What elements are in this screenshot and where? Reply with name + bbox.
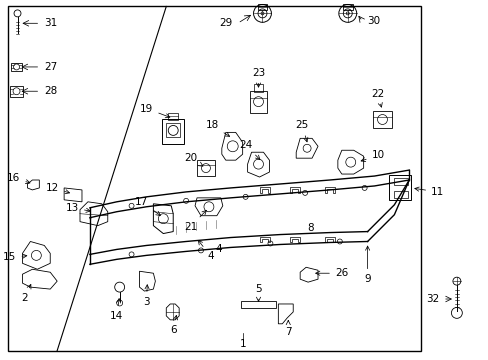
Bar (10, 86, 23, 97)
Bar (257, 4, 267, 10)
Text: 8: 8 (306, 222, 313, 233)
Text: 24: 24 (239, 140, 260, 159)
Bar (249, 91, 267, 113)
Text: 2: 2 (21, 284, 31, 303)
Text: 12: 12 (46, 183, 69, 194)
Bar (8, 6, 420, 351)
Text: 14: 14 (110, 299, 123, 321)
Text: 25: 25 (295, 120, 308, 142)
Text: 13: 13 (65, 203, 90, 213)
Text: 5: 5 (255, 284, 261, 301)
Text: 11: 11 (414, 187, 444, 197)
Bar (253, 84, 263, 92)
Text: 1: 1 (239, 339, 245, 348)
Text: 16: 16 (7, 173, 30, 184)
Bar (11, 63, 22, 71)
Bar (166, 123, 180, 138)
Text: 22: 22 (370, 89, 384, 107)
Bar (372, 111, 391, 129)
Text: 4: 4 (198, 240, 214, 261)
Text: 3: 3 (143, 285, 149, 307)
Text: 32: 32 (425, 294, 438, 304)
Text: 15: 15 (3, 252, 27, 262)
Text: 27: 27 (44, 62, 58, 72)
Text: 26: 26 (315, 268, 347, 278)
Text: 17: 17 (135, 197, 160, 216)
Bar (197, 160, 214, 176)
Text: 23: 23 (251, 68, 264, 87)
Text: 18: 18 (205, 121, 229, 136)
Bar (162, 118, 184, 144)
Text: 6: 6 (169, 315, 177, 335)
Text: 30: 30 (367, 16, 380, 26)
Bar (240, 301, 276, 308)
Text: 28: 28 (44, 86, 58, 96)
Text: 7: 7 (285, 320, 291, 337)
Text: 19: 19 (140, 104, 169, 118)
Text: 9: 9 (364, 246, 370, 284)
Text: 20: 20 (183, 153, 203, 166)
Text: 4: 4 (215, 244, 222, 255)
Text: 10: 10 (360, 150, 384, 162)
Text: 29: 29 (219, 18, 232, 28)
Text: 21: 21 (183, 210, 206, 231)
Bar (342, 4, 352, 10)
Bar (168, 113, 178, 120)
Text: 31: 31 (44, 18, 58, 28)
